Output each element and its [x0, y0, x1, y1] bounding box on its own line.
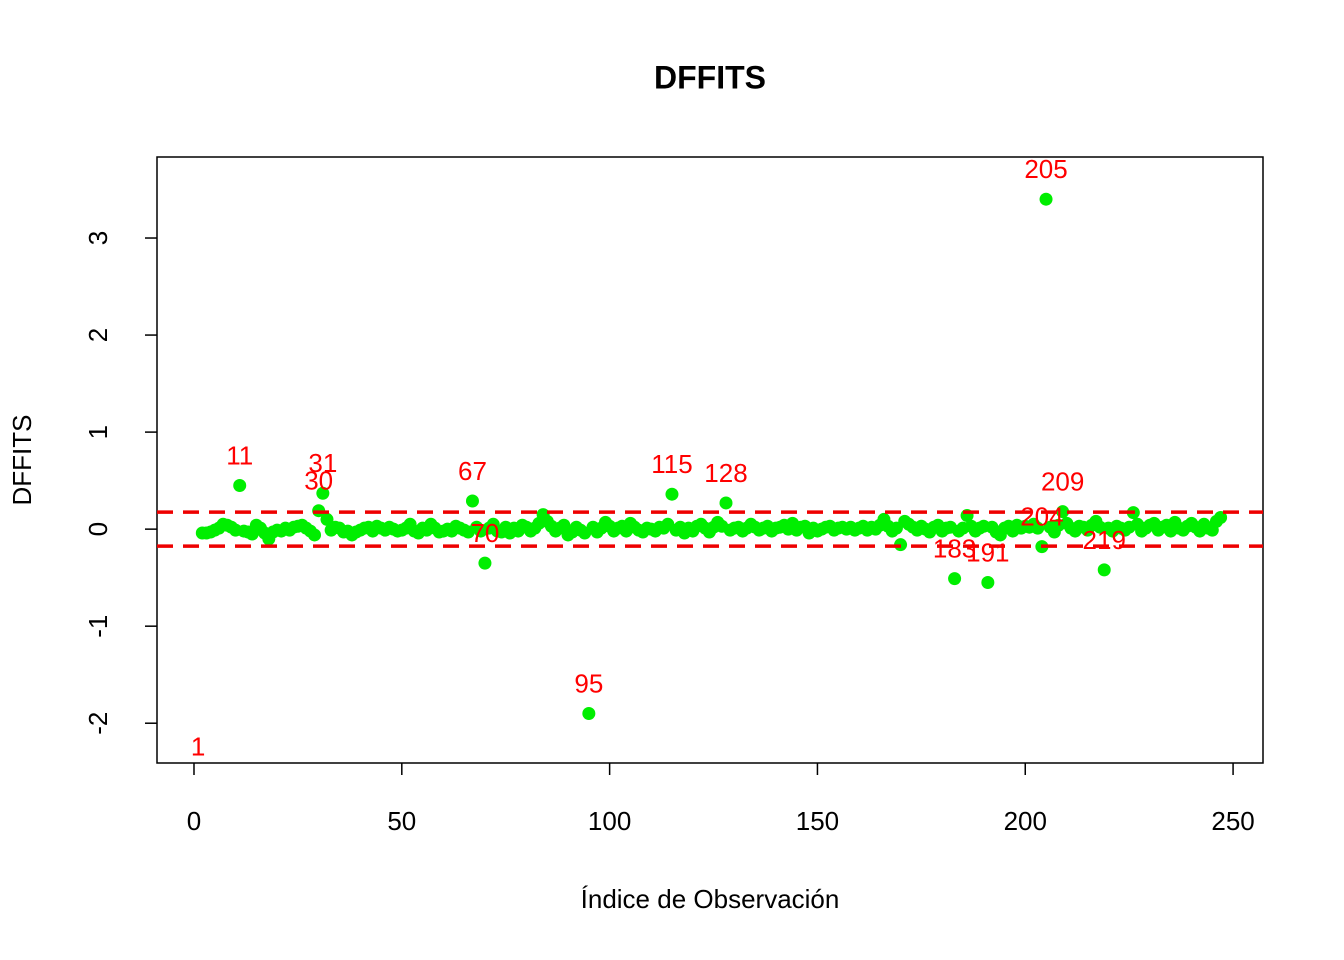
point: [1039, 192, 1053, 206]
y-axis-label: DFFITS: [7, 415, 37, 506]
y-tick-label: 0: [83, 522, 113, 536]
x-tick-label: 50: [387, 806, 416, 836]
y-tick-label: -2: [83, 712, 113, 735]
point: [665, 487, 679, 501]
plot-frame: [156, 156, 1264, 764]
point-label: 31: [308, 448, 337, 478]
x-tick-label: 150: [796, 806, 839, 836]
point-label: 67: [458, 456, 487, 486]
y-tick-label: 1: [83, 425, 113, 439]
point: [948, 572, 962, 586]
point-label: 219: [1083, 525, 1126, 555]
y-tick-label: 3: [83, 231, 113, 245]
point: [308, 528, 322, 542]
point: [719, 496, 733, 510]
y-tick-label: -1: [83, 615, 113, 638]
points: [195, 192, 1228, 721]
x-tick-label: 250: [1211, 806, 1254, 836]
point: [981, 576, 995, 590]
point-label: 30: [304, 466, 333, 496]
point-label: 11: [226, 440, 253, 470]
point: [1097, 563, 1111, 577]
x-tick-label: 100: [588, 806, 631, 836]
y-tick-label: 2: [83, 328, 113, 342]
point: [1031, 521, 1045, 535]
point-label: 205: [1024, 154, 1067, 184]
point: [233, 478, 247, 492]
x-axis-label: Índice de Observación: [581, 884, 840, 914]
point: [1214, 510, 1228, 524]
point: [316, 486, 330, 500]
point-label: 209: [1041, 467, 1084, 497]
point-label: 128: [704, 458, 747, 488]
chart-title: DFFITS: [654, 59, 766, 95]
point: [582, 707, 596, 721]
point-label: 95: [574, 668, 603, 698]
point-label: 204: [1020, 501, 1063, 531]
point-label: 115: [651, 449, 692, 479]
point-label: 191: [966, 537, 1009, 567]
point: [465, 494, 479, 508]
x-tick-label: 200: [1004, 806, 1047, 836]
point-label: 70: [470, 518, 499, 548]
point-label: 1: [191, 731, 205, 761]
point: [1056, 505, 1070, 519]
point-label: 183: [933, 534, 976, 564]
point: [320, 512, 334, 526]
x-tick-label: 0: [187, 806, 201, 836]
point: [478, 556, 492, 570]
